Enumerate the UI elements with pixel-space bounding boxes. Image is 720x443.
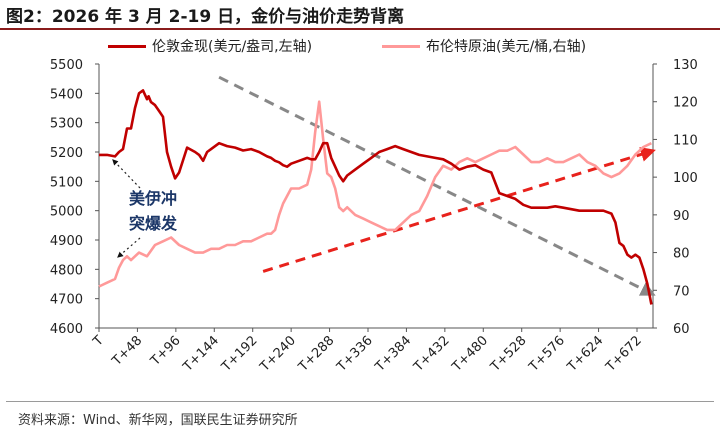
x-tick-label: T+432 [410, 333, 452, 375]
y-left-tick-label: 4900 [50, 234, 83, 249]
y-left-tick-label: 5200 [50, 146, 83, 161]
x-tick-label: T+240 [257, 333, 299, 375]
y-right-tick-label: 80 [673, 247, 690, 262]
x-tick-label: T+672 [603, 333, 645, 375]
y-right-tick-label: 110 [673, 133, 698, 148]
y-right-tick-label: 70 [673, 284, 690, 299]
gold-downtrend-line [218, 75, 656, 296]
y-right-tick-label: 60 [673, 322, 690, 337]
x-tick-label: T+48 [109, 333, 145, 369]
y-left-tick-label: 5300 [50, 117, 83, 132]
annotation-line-2: 突爆发 [128, 214, 177, 233]
annotation-label: 美伊冲 突爆发 [118, 186, 188, 236]
y-left-tick-label: 5500 [50, 58, 83, 73]
oil-uptrend-line [262, 147, 656, 273]
x-tick-label: T+192 [218, 333, 260, 375]
x-tick-label: T+288 [295, 333, 337, 375]
annotation-arrow-up [112, 159, 141, 189]
y-right-tick-label: 130 [673, 58, 698, 73]
x-tick-label: T [90, 333, 107, 350]
x-tick-label: T+576 [526, 333, 568, 375]
gold-price-line [99, 89, 653, 305]
legend-gold-label: 伦敦金现(美元/盎司,左轴) [152, 39, 313, 55]
x-tick-label: T+336 [334, 333, 376, 375]
y-right-tick-label: 120 [673, 96, 698, 111]
chart-title: 图2：2026 年 3 月 2-19 日，金价与油价走势背离 [6, 7, 405, 27]
x-tick-label: T+528 [487, 333, 529, 375]
y-left-tick-label: 4700 [50, 293, 83, 308]
x-tick-label: T+624 [564, 333, 606, 375]
chart-canvas: 4600 4700 4800 4900 5000 5100 5200 5300 5400 5500… [50, 58, 698, 375]
x-tick-label: T+480 [449, 333, 491, 375]
y-left-tick-label: 4800 [50, 263, 83, 278]
annotation-line-1: 美伊冲 [128, 189, 177, 208]
y-left-tick-label: 5400 [50, 87, 83, 102]
y-left-tick-label: 4600 [50, 322, 83, 337]
y-right-tick-label: 100 [673, 171, 698, 186]
legend-oil-label: 布伦特原油(美元/桶,右轴) [426, 39, 587, 55]
source-note: 资料来源：Wind、新华网，国联民生证券研究所 [18, 413, 298, 428]
y-right-tick-label: 90 [673, 209, 690, 224]
legend-oil-swatch [382, 44, 420, 48]
footer-rule [6, 401, 714, 402]
legend-gold-swatch [108, 44, 146, 48]
title-underline [0, 28, 720, 30]
oil-price-line [98, 100, 652, 288]
y-left-tick-label: 5000 [50, 205, 83, 220]
legend-oil: 布伦特原油(美元/桶,右轴) [382, 36, 586, 56]
y-left-tick-label: 5100 [50, 175, 83, 190]
x-tick-label: T+144 [180, 333, 222, 375]
legend-gold: 伦敦金现(美元/盎司,左轴) [108, 36, 312, 56]
x-tick-label: T+384 [372, 333, 414, 375]
x-tick-label: T+96 [147, 333, 183, 369]
